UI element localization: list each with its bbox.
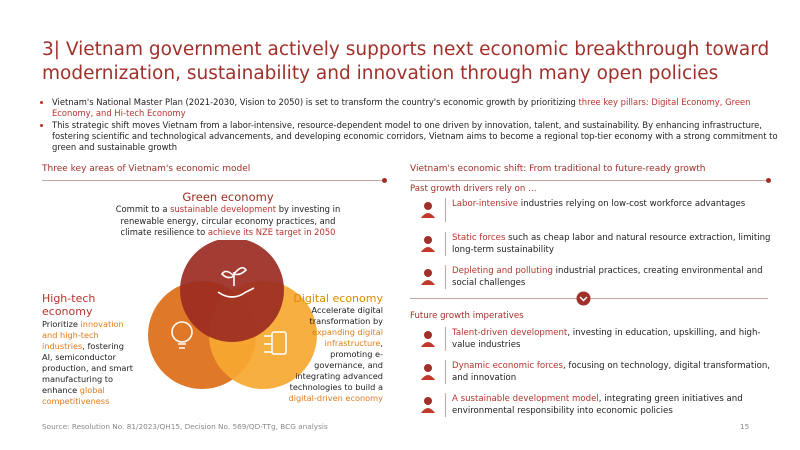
text-segment: , promoting e-governance, and integratin… [289, 338, 383, 392]
hand-icon [217, 287, 255, 298]
item-bar [445, 232, 446, 256]
item-icon [418, 361, 438, 381]
item-bar [445, 265, 446, 289]
future-heading: Future growth imperatives [410, 311, 524, 321]
text-segment: such as cheap labor and natural resource… [452, 233, 771, 255]
text-segment: , focusing on technology, digital transf… [452, 361, 771, 383]
text-segment: , fostering AI, semiconductor production… [42, 341, 134, 395]
chevron [576, 291, 591, 306]
plant-icon [220, 266, 248, 286]
green-description: Commit to a sustainable development by i… [108, 204, 348, 239]
bullet: This strategic shift moves Vietnam from … [52, 120, 787, 154]
page-number: 15 [740, 422, 750, 431]
item-icon [418, 394, 438, 414]
text-segment: digital-driven economy [288, 393, 383, 403]
item-bar [445, 393, 446, 417]
text-segment: Accelerate digital transformation by [309, 305, 383, 326]
item-bar [445, 327, 446, 351]
icons [171, 266, 287, 355]
text-segment: Depleting and polluting [452, 266, 553, 276]
item-bar [445, 360, 446, 384]
bulb-icon [171, 321, 193, 343]
text-segment: Commit to a [115, 204, 171, 214]
bullet: Vietnam's National Master Plan (2021-203… [52, 97, 787, 120]
item-text: Labor-intensive industries relying on lo… [452, 198, 772, 210]
rule-dot [382, 178, 387, 183]
text-segment: A sustainable development model [452, 394, 599, 404]
text-segment: This strategic shift moves Vietnam from … [52, 119, 778, 153]
text-segment: Dynamic economic forces [452, 361, 563, 371]
rule-dot [766, 178, 771, 183]
green-title: Green economy [182, 190, 274, 204]
item-icon [418, 233, 438, 253]
text-segment: by investing in renewable energy, circul… [120, 204, 341, 237]
item-text: A sustainable development model, integra… [452, 393, 772, 417]
item-text: Depleting and polluting industrial pract… [452, 265, 772, 289]
digital-title: Digital economy [293, 292, 383, 305]
item-text: Static forces such as cheap labor and na… [452, 232, 772, 256]
bulb-base [178, 343, 186, 349]
item-icon [418, 328, 438, 348]
slide-title: 3| Vietnam government actively supports … [42, 39, 770, 84]
circuit-icon [264, 335, 272, 353]
text-segment: Labor-intensive [452, 199, 519, 209]
section-heading: Vietnam's economic shift: From tradition… [410, 164, 706, 174]
past-heading: Past growth drivers rely on … [410, 184, 537, 194]
text-segment: Talent-driven development [452, 328, 568, 338]
text-segment: global competitiveness [42, 385, 110, 406]
text-segment: expanding digital infrastructure [311, 327, 383, 348]
item-icon [418, 199, 438, 219]
source: Source: Resolution No. 81/2023/QH15, Dec… [42, 422, 328, 431]
text-segment: achieve its NZE target in 2050 [207, 227, 336, 237]
item-bar [445, 198, 446, 222]
text-segment: Prioritize [42, 319, 81, 329]
phone-icon [271, 331, 287, 355]
section-heading: Three key areas of Vietnam's economic mo… [42, 164, 251, 174]
text-segment: Vietnam's National Master Plan (2021-203… [52, 97, 579, 107]
venn [148, 240, 317, 389]
hightech-description: Prioritize innovation and high-tech indu… [42, 319, 137, 407]
intro-bullets: Vietnam's National Master Plan (2021-203… [38, 97, 787, 153]
item-text: Dynamic economic forces, focusing on tec… [452, 360, 772, 384]
item-text: Talent-driven development, investing in … [452, 327, 772, 351]
text-segment: three key pillars: Digital Economy, Gree… [52, 97, 751, 119]
text-segment: , integrating green initiatives and envi… [452, 394, 743, 416]
rule [410, 180, 768, 181]
rule [42, 180, 383, 181]
text-segment: sustainable development [170, 204, 277, 214]
hightech-title: High-tech economy [42, 292, 96, 318]
text-segment: , investing in education, upskilling, an… [452, 328, 761, 350]
digital-description: Accelerate digital transformation by exp… [286, 305, 383, 404]
text-segment: industrial practices, creating environme… [452, 266, 763, 288]
text-segment: innovation and high-tech industries [42, 319, 124, 351]
green-circle [180, 240, 284, 342]
text-segment: industries relying on low-cost workforce… [518, 199, 746, 209]
text-segment: Static forces [452, 233, 506, 243]
item-icon [418, 266, 438, 286]
